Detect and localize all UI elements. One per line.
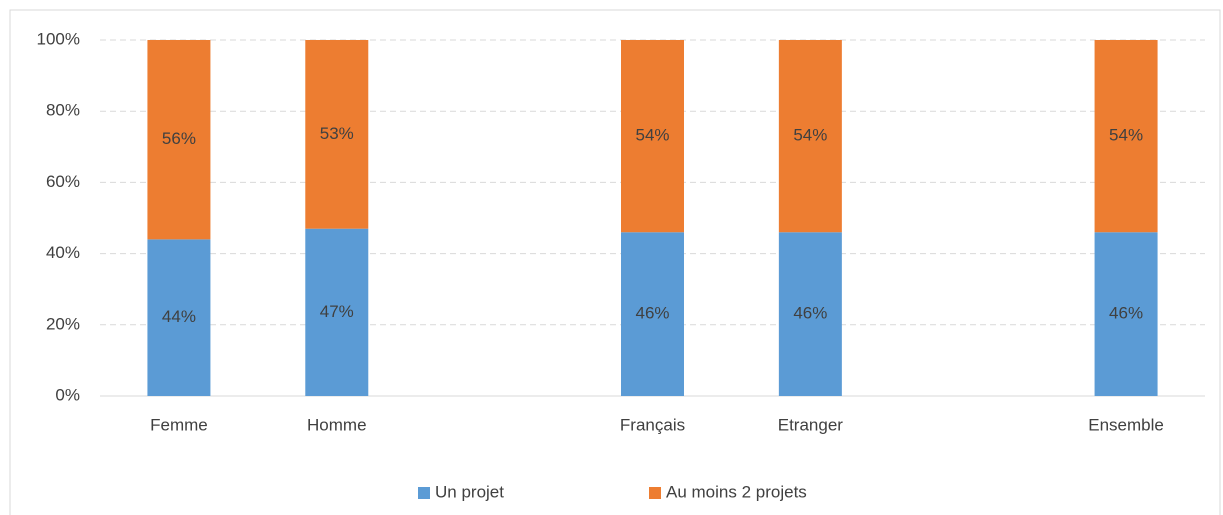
bar-segment	[305, 228, 369, 396]
data-label: 54%	[793, 126, 827, 145]
legend-label: Au moins 2 projets	[666, 482, 807, 501]
data-label: 46%	[1109, 304, 1143, 323]
x-tick-label: Femme	[150, 415, 208, 434]
data-label: 53%	[320, 124, 354, 143]
y-tick-label: 40%	[46, 243, 80, 262]
data-label: 47%	[320, 302, 354, 321]
x-tick-label: Etranger	[778, 415, 844, 434]
bar-segment	[147, 239, 211, 396]
bar-segment	[778, 232, 842, 396]
y-tick-label: 20%	[46, 314, 80, 333]
bar-segment	[1094, 40, 1158, 233]
bar-segment	[778, 40, 842, 233]
data-label: 54%	[1109, 126, 1143, 145]
chart-border	[9, 9, 1221, 515]
y-tick-label: 80%	[46, 101, 80, 120]
data-label: 54%	[635, 126, 669, 145]
bar-segment	[1094, 232, 1158, 396]
legend-label: Un projet	[435, 482, 504, 501]
legend-swatch	[418, 487, 430, 499]
y-tick-label: 100%	[37, 29, 80, 48]
bar-segment	[147, 40, 211, 240]
y-tick-label: 0%	[55, 385, 80, 404]
data-label: 46%	[635, 304, 669, 323]
x-tick-label: Français	[620, 415, 685, 434]
x-tick-label: Homme	[307, 415, 367, 434]
data-label: 56%	[162, 129, 196, 148]
bar-segment	[621, 232, 684, 396]
y-tick-label: 60%	[46, 172, 80, 191]
data-label: 46%	[793, 304, 827, 323]
x-tick-label: Ensemble	[1088, 415, 1164, 434]
data-label: 44%	[162, 307, 196, 326]
legend-swatch	[649, 487, 661, 499]
bar-segment	[621, 40, 684, 233]
bar-segment	[305, 40, 369, 229]
